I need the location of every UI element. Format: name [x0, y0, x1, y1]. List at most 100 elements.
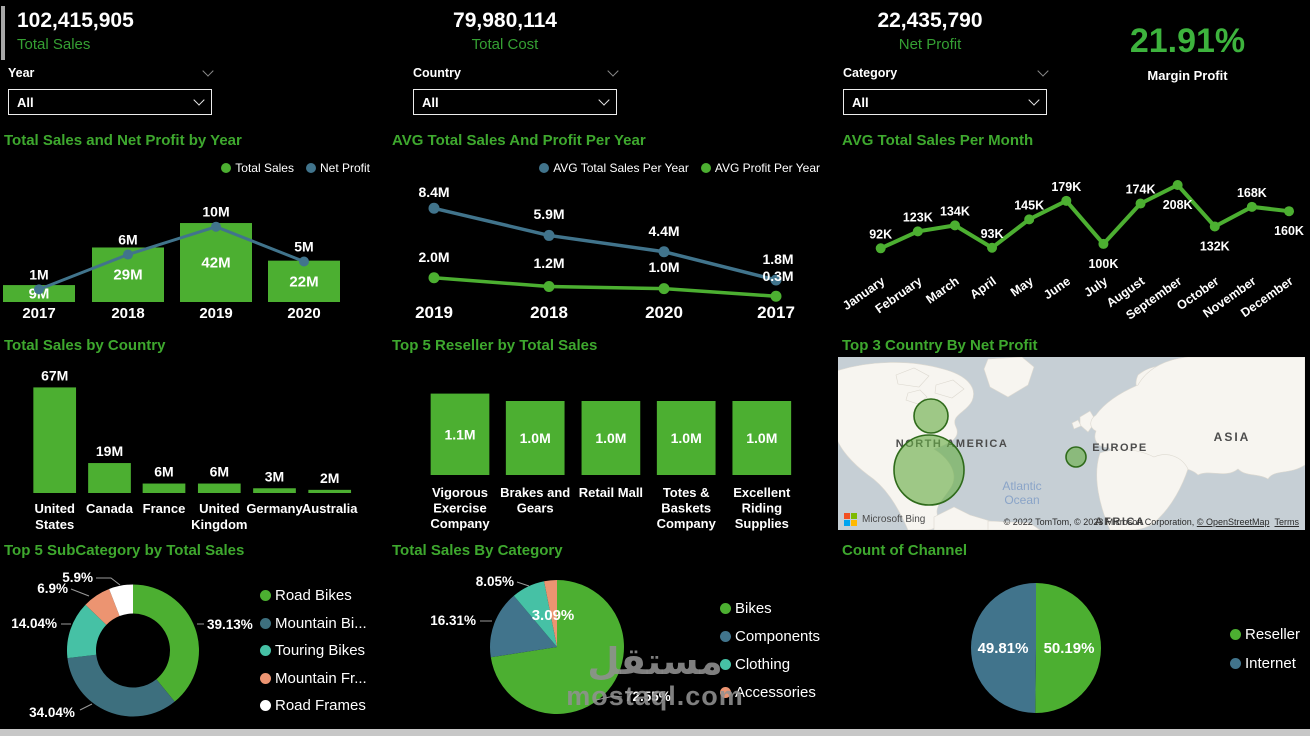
- axis-label: Australia: [302, 501, 358, 516]
- bar-Retail Mall[interactable]: [581, 401, 641, 475]
- point-July[interactable]: [1098, 238, 1109, 249]
- chevron-down-icon[interactable]: [607, 65, 619, 77]
- point-2019[interactable]: [428, 202, 440, 214]
- slice-Bikes[interactable]: [490, 580, 624, 714]
- map-terms-link[interactable]: Terms: [1274, 517, 1300, 527]
- legend-item-net-profit[interactable]: Net Profit: [305, 161, 370, 175]
- bar-Brakes and Gears[interactable]: [505, 401, 565, 475]
- slice-Touring Bikes[interactable]: [67, 604, 107, 659]
- point-September[interactable]: [1172, 179, 1183, 190]
- point-2020[interactable]: [658, 246, 670, 258]
- legend-item-avg-profit[interactable]: AVG Profit Per Year: [700, 161, 820, 175]
- bar-Canada[interactable]: [88, 463, 131, 493]
- legend-item-avg-total-sales[interactable]: AVG Total Sales Per Year: [539, 161, 689, 175]
- chart-top3-country-map: Top 3 Country By Net Profit: [838, 335, 1305, 535]
- map-attribution-osm[interactable]: © OpenStreetMap: [1196, 517, 1270, 527]
- bar-France[interactable]: [142, 483, 186, 493]
- map-bubble-medium[interactable]: [913, 398, 949, 434]
- legend-label: Road Bikes: [275, 587, 352, 604]
- point-2018[interactable]: [543, 280, 555, 292]
- data-label: 1.2M: [533, 255, 564, 271]
- point-March[interactable]: [949, 220, 960, 231]
- bar-Excellent Riding Supplies[interactable]: [732, 401, 792, 475]
- kpi-total-cost: 79,980,114 Total Cost: [400, 8, 610, 53]
- map-bubble-small[interactable]: [1065, 446, 1087, 468]
- bing-map[interactable]: NORTH AMERICA EUROPE ASIA AFRICA Atlanti…: [838, 357, 1305, 530]
- legend-item-bikes[interactable]: Bikes: [720, 600, 820, 617]
- point-August[interactable]: [1135, 198, 1146, 209]
- legend-item-touring-bikes[interactable]: Touring Bikes: [260, 642, 367, 659]
- point-November[interactable]: [1246, 201, 1257, 212]
- legend-dot: [221, 163, 232, 173]
- data-label: 4.4M: [648, 223, 679, 239]
- bar-United Kingdom[interactable]: [197, 483, 241, 493]
- slice-Internet[interactable]: [971, 583, 1036, 713]
- point-May[interactable]: [1024, 214, 1035, 225]
- legend-item-road-frames[interactable]: Road Frames: [260, 697, 367, 714]
- point-2017[interactable]: [770, 274, 782, 286]
- slice-Reseller[interactable]: [1035, 583, 1102, 713]
- bar-Totes & Baskets Company[interactable]: [656, 401, 716, 475]
- point-2020[interactable]: [658, 283, 670, 295]
- data-label: 3M: [265, 468, 284, 484]
- legend-item-total-sales[interactable]: Total Sales: [221, 161, 294, 175]
- point-2017[interactable]: [770, 290, 782, 302]
- point-2017[interactable]: [34, 284, 44, 295]
- chart-title: Total Sales by Country: [4, 337, 166, 354]
- monthly-sales-line: [879, 182, 1290, 251]
- data-label: 19M: [96, 443, 123, 459]
- data-label: 208K: [1163, 198, 1193, 212]
- data-label: 6M: [210, 464, 229, 480]
- point-April[interactable]: [987, 242, 998, 253]
- category-slicer-value: All: [852, 94, 869, 110]
- point-January[interactable]: [875, 243, 886, 254]
- legend-item-components[interactable]: Components: [720, 628, 820, 645]
- legend-item-reseller[interactable]: Reseller: [1230, 626, 1300, 643]
- slice-Components[interactable]: [490, 595, 557, 658]
- legend-item-internet[interactable]: Internet: [1230, 655, 1300, 672]
- bar-Vigorous Exercise Company[interactable]: [430, 393, 490, 475]
- legend: Reseller Internet: [1230, 626, 1300, 672]
- chart-sales-profit-by-year: Total Sales and Net Profit by Year Total…: [0, 130, 384, 335]
- point-2018[interactable]: [543, 229, 555, 241]
- country-slicer-dropdown[interactable]: All: [413, 89, 617, 115]
- point-December[interactable]: [1284, 206, 1295, 217]
- legend-item-mountain-bikes[interactable]: Mountain Bi...: [260, 615, 367, 632]
- legend-label: Mountain Fr...: [275, 669, 367, 687]
- legend-item-road-bikes[interactable]: Road Bikes: [260, 587, 367, 604]
- point-2019[interactable]: [428, 272, 440, 284]
- legend-item-clothing[interactable]: Clothing: [720, 656, 820, 673]
- map-bubble-large[interactable]: [893, 434, 965, 506]
- callout-line: [70, 588, 90, 597]
- legend-item-mountain-frames[interactable]: Mountain Fr...: [260, 670, 367, 687]
- axis-label: Gears: [517, 501, 554, 516]
- year-slicer-dropdown[interactable]: All: [8, 89, 212, 115]
- bar-Germany[interactable]: [253, 488, 296, 493]
- callout-line: [79, 703, 93, 711]
- country-slicer: Country All: [413, 64, 619, 115]
- point-2018[interactable]: [123, 249, 133, 260]
- chevron-down-icon[interactable]: [1037, 65, 1049, 77]
- data-label: 6M: [118, 232, 137, 248]
- slice-Clothing[interactable]: [513, 581, 557, 647]
- legend-item-accessories[interactable]: Accessories: [720, 684, 820, 701]
- slice-Mountain Bi...[interactable]: [67, 654, 175, 717]
- legend-dot: [260, 645, 271, 656]
- line-chart-canvas: 8.4M 5.9M 4.4M 1.8M 2.0M 1.2M 1.0M 0.3M 2019 2018…: [415, 184, 795, 322]
- slice-Road Bikes[interactable]: [133, 584, 200, 702]
- point-2019[interactable]: [211, 221, 221, 232]
- slice-Mountain Fr...[interactable]: [85, 588, 120, 625]
- slice-Road Frames[interactable]: [109, 584, 133, 617]
- slice-Accessories[interactable]: [544, 580, 557, 647]
- data-label: 93K: [981, 227, 1004, 241]
- chevron-down-icon[interactable]: [202, 65, 214, 77]
- point-February[interactable]: [912, 226, 923, 237]
- point-June[interactable]: [1061, 195, 1072, 206]
- point-2020[interactable]: [299, 256, 309, 267]
- point-October[interactable]: [1209, 221, 1220, 232]
- bar-2020[interactable]: [268, 260, 340, 302]
- bar-United States[interactable]: [33, 387, 77, 493]
- bar-Australia[interactable]: [308, 489, 352, 493]
- map-brand-label: Microsoft Bing: [862, 514, 926, 525]
- category-slicer-dropdown[interactable]: All: [843, 89, 1047, 115]
